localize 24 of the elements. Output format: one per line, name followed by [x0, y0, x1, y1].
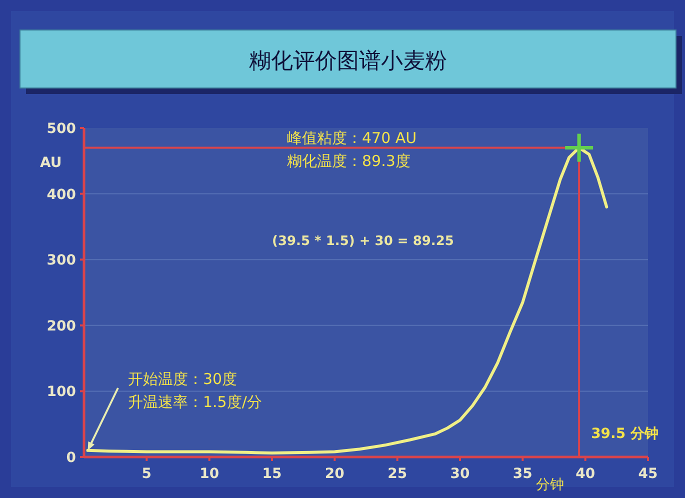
- annotation: 升温速率：1.5度/分: [128, 393, 262, 411]
- x-tick-label: 40: [576, 466, 596, 482]
- chart-title: 糊化评价图谱小麦粉: [249, 49, 447, 74]
- x-tick-label: 45: [638, 466, 658, 482]
- x-tick-label: 10: [200, 466, 220, 482]
- y-axis-title: AU: [40, 155, 62, 171]
- x-tick-label: 5: [142, 466, 152, 482]
- x-axis-title: 分钟: [536, 477, 564, 493]
- y-tick-label: 100: [46, 384, 76, 400]
- x-tick-label: 30: [450, 466, 470, 482]
- x-tick-label: 20: [324, 466, 345, 482]
- y-tick-label: 0: [66, 450, 76, 466]
- y-tick-label: 400: [46, 186, 76, 203]
- annotation: 糊化温度：89.3度: [287, 152, 410, 170]
- x-tick-label: 35: [512, 466, 532, 482]
- x-tick-label: 25: [388, 466, 408, 482]
- annotation: 开始温度：30度: [128, 370, 238, 388]
- ref-line-label: 39.5 分钟: [591, 426, 658, 442]
- annotation: (39.5 * 1.5) + 30 = 89.25: [272, 234, 454, 249]
- y-tick-label: 200: [46, 318, 76, 334]
- x-tick-label: 15: [262, 466, 282, 482]
- y-tick-label: 500: [46, 121, 76, 137]
- y-tick-label: 300: [46, 252, 76, 269]
- annotation: 峰值粘度：470 AU: [287, 129, 417, 147]
